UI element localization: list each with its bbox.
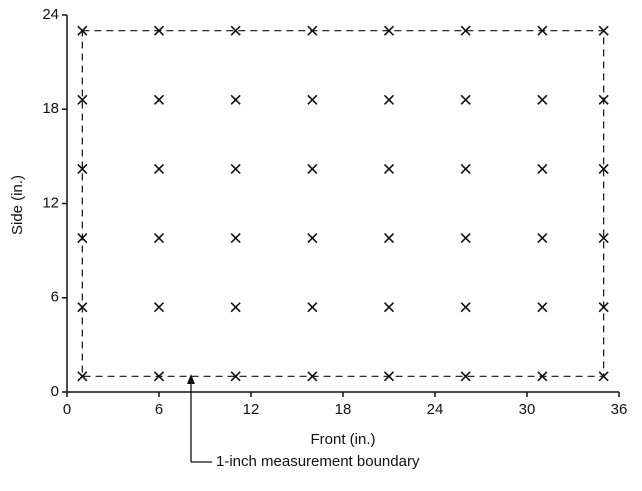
boundary <box>81 30 605 377</box>
point <box>537 232 548 244</box>
point <box>77 94 88 105</box>
point <box>77 25 88 36</box>
point <box>77 232 88 244</box>
point <box>598 94 609 105</box>
annotation: 1-inch measurement boundary <box>216 453 420 470</box>
y-tick-label: 12 <box>42 194 59 211</box>
y-tick-label: 6 <box>51 289 59 306</box>
point <box>230 232 241 244</box>
point <box>230 25 241 36</box>
point <box>230 163 241 175</box>
point <box>598 232 609 244</box>
point <box>598 163 609 175</box>
point <box>230 371 241 382</box>
point <box>460 25 471 36</box>
x-tick-label: 12 <box>243 401 260 418</box>
point <box>383 232 395 244</box>
point <box>460 371 471 382</box>
point <box>598 371 609 382</box>
point <box>537 371 548 382</box>
point <box>598 25 609 36</box>
x-tick-label: 24 <box>427 401 444 418</box>
y-tick-label: 24 <box>42 6 59 23</box>
y-tick-label: 18 <box>42 100 59 117</box>
point <box>383 25 395 36</box>
point <box>153 232 165 244</box>
point <box>77 302 88 313</box>
point <box>77 371 88 382</box>
x-tick-label: 36 <box>611 401 628 418</box>
point <box>383 94 395 105</box>
point <box>537 94 548 105</box>
point <box>307 371 318 382</box>
point <box>307 232 318 244</box>
point <box>153 25 165 36</box>
x-tick-label: 0 <box>63 401 71 418</box>
point <box>537 302 548 313</box>
point <box>383 163 395 175</box>
point <box>153 163 165 175</box>
point <box>383 302 395 313</box>
point <box>598 302 609 313</box>
x-tick-label: 18 <box>335 401 352 418</box>
point <box>153 302 165 313</box>
point <box>460 232 471 244</box>
x-tick-label: 6 <box>155 401 163 418</box>
point <box>460 94 471 105</box>
point <box>460 163 471 175</box>
point <box>537 25 548 36</box>
annotation-arrow <box>187 374 212 463</box>
point <box>230 94 241 105</box>
point <box>307 25 318 36</box>
point <box>307 94 318 105</box>
point <box>383 371 395 382</box>
y-axis-label: Side (in.) <box>9 175 26 235</box>
point <box>307 163 318 175</box>
x-tick-label: 30 <box>519 401 536 418</box>
point <box>153 371 165 382</box>
point <box>307 302 318 313</box>
point <box>77 163 88 175</box>
point <box>460 302 471 313</box>
point <box>153 94 165 105</box>
point <box>230 302 241 313</box>
y-tick-label: 0 <box>51 383 59 400</box>
x-axis-label: Front (in.) <box>310 431 375 448</box>
point <box>537 163 548 175</box>
